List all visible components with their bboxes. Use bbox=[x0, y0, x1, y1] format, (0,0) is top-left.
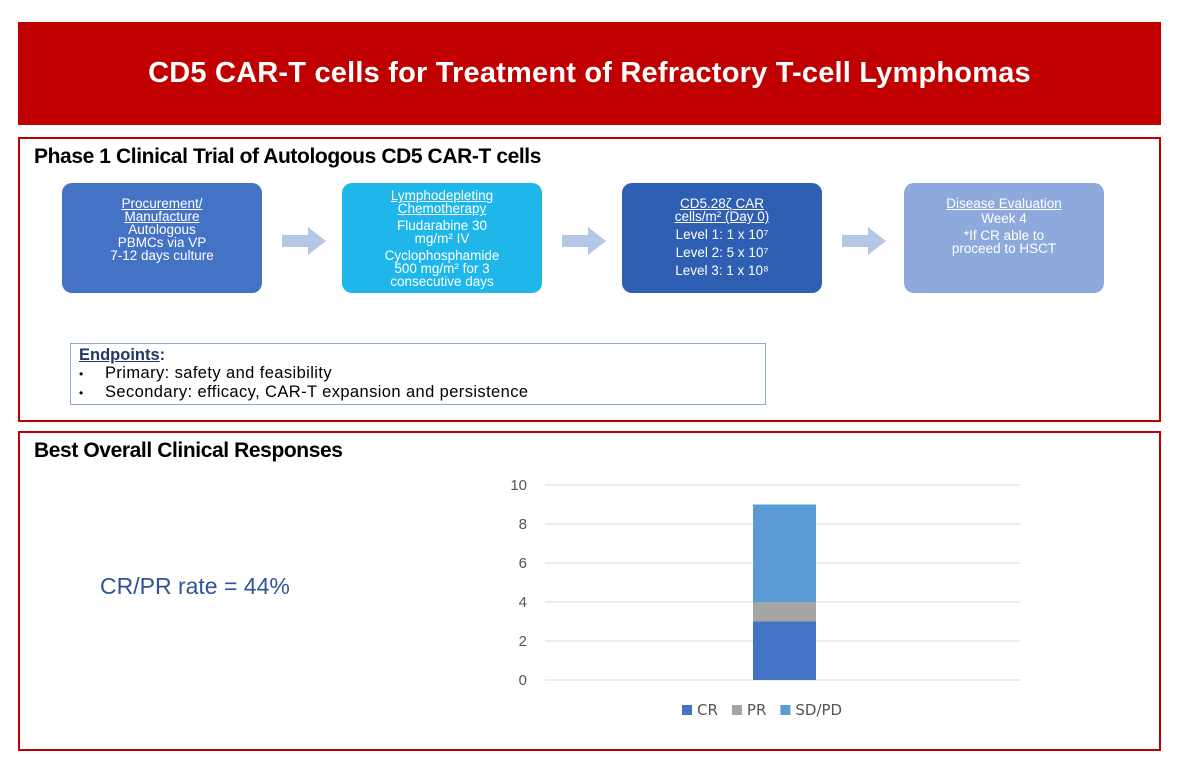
y-tick-label: 2 bbox=[519, 633, 527, 650]
bar-segment-cr bbox=[753, 621, 816, 680]
legend-label: SD/PD bbox=[795, 701, 842, 719]
response-bar-chart: 0 2 4 6 8 10 CR PR SD/PD bbox=[510, 477, 1020, 719]
step-line: Week 4 bbox=[981, 211, 1027, 226]
step-title: Lymphodepleting bbox=[390, 188, 494, 203]
bullet-icon: • bbox=[79, 367, 84, 381]
bullet-icon: • bbox=[79, 386, 84, 400]
y-tick-label: 4 bbox=[519, 594, 527, 611]
endpoint-item: • Primary: safety and feasibility bbox=[79, 364, 757, 383]
arrow-right-icon bbox=[562, 227, 606, 255]
legend-label: PR bbox=[747, 701, 766, 719]
step-line: Fludarabine 30 bbox=[396, 218, 488, 233]
step-title: Chemotherapy bbox=[397, 201, 487, 216]
responses-panel: Best Overall Clinical Responses CR/PR ra… bbox=[18, 431, 1161, 751]
responses-heading: Best Overall Clinical Responses bbox=[34, 439, 343, 462]
step-title: Disease Evaluation bbox=[946, 196, 1062, 211]
arrow-right-icon bbox=[282, 227, 326, 255]
step-line: PBMCs via VP bbox=[117, 235, 207, 250]
step-line: Level 2: 5 x 10⁷ bbox=[675, 245, 769, 260]
trial-heading: Phase 1 Clinical Trial of Autologous CD5… bbox=[34, 145, 542, 168]
step-title: Manufacture bbox=[124, 209, 200, 224]
endpoints-title: Endpoints bbox=[79, 346, 160, 364]
y-tick-label: 8 bbox=[519, 516, 527, 533]
step-title: CD5.28ζ CAR bbox=[680, 196, 764, 211]
step-line: 7-12 days culture bbox=[110, 248, 214, 263]
step-title: Procurement/ bbox=[121, 196, 203, 211]
bar-segment-pr bbox=[753, 602, 816, 622]
page-title: CD5 CAR-T cells for Treatment of Refract… bbox=[148, 57, 1031, 89]
y-tick-label: 0 bbox=[519, 672, 527, 689]
endpoint-text: Secondary: efficacy, CAR-T expansion and… bbox=[105, 383, 529, 401]
endpoint-text: Primary: safety and feasibility bbox=[105, 364, 332, 382]
arrow-right-icon bbox=[842, 227, 886, 255]
endpoint-item: • Secondary: efficacy, CAR-T expansion an… bbox=[79, 383, 757, 402]
step-procurement: Procurement/ Manufacture Autologous PBMC… bbox=[62, 183, 262, 293]
bar-segment-sd-pd bbox=[753, 504, 816, 602]
step-line: *If CR able to bbox=[963, 228, 1045, 243]
y-tick-label: 10 bbox=[510, 477, 527, 494]
response-rate-text: CR/PR rate = 44% bbox=[100, 573, 290, 599]
step-line: Level 1: 1 x 10⁷ bbox=[675, 227, 769, 242]
step-disease-evaluation: Disease Evaluation Week 4 *If CR able to… bbox=[904, 183, 1104, 293]
legend-label: CR bbox=[697, 701, 718, 719]
step-car-dose: CD5.28ζ CAR cells/m² (Day 0) Level 1: 1 … bbox=[622, 183, 822, 293]
endpoints-colon: : bbox=[159, 346, 166, 364]
step-line: Level 3: 1 x 10⁸ bbox=[675, 263, 769, 278]
step-line: Autologous bbox=[128, 222, 196, 237]
legend-swatch bbox=[780, 705, 791, 715]
title-banner: CD5 CAR-T cells for Treatment of Refract… bbox=[18, 22, 1161, 125]
step-line: proceed to HSCT bbox=[951, 241, 1057, 256]
step-title: cells/m² (Day 0) bbox=[674, 209, 770, 224]
legend-swatch bbox=[682, 705, 692, 715]
step-line: mg/m² IV bbox=[414, 231, 470, 246]
y-tick-label: 6 bbox=[519, 555, 527, 572]
endpoints-box: Endpoints: • Primary: safety and feasibil… bbox=[70, 343, 766, 405]
step-line: 500 mg/m² for 3 bbox=[394, 261, 490, 276]
step-lymphodepleting: Lymphodepleting Chemotherapy Fludarabine… bbox=[342, 183, 542, 293]
step-line: consecutive days bbox=[390, 274, 494, 289]
legend-swatch bbox=[731, 705, 742, 715]
trial-panel: Phase 1 Clinical Trial of Autologous CD5… bbox=[18, 137, 1161, 422]
step-line: Cyclophosphamide bbox=[384, 248, 500, 263]
